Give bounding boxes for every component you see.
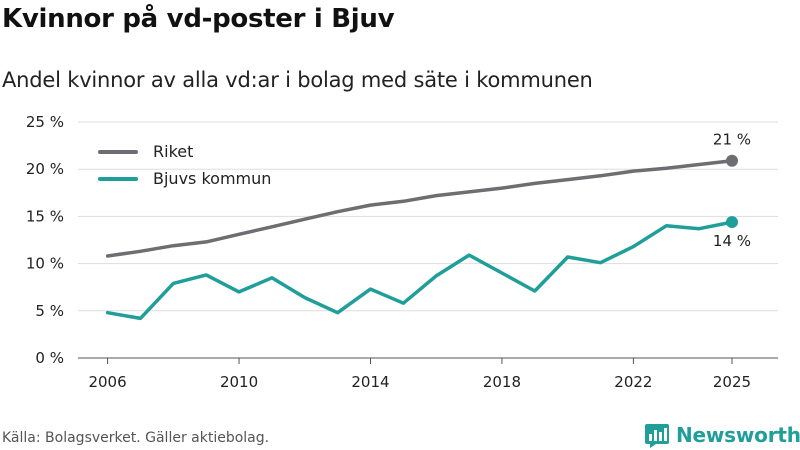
x-tick-label: 2010	[220, 373, 258, 391]
y-tick-label: 15 %	[26, 207, 64, 225]
chart-subtitle: Andel kvinnor av alla vd:ar i bolag med …	[2, 68, 593, 92]
y-tick-label: 20 %	[26, 160, 64, 178]
series-end-point	[725, 154, 738, 167]
line-chart: 0 % 5 % 10 % 15 % 20 % 25 % 2006 2010 2014 2018 20…	[26, 113, 778, 391]
x-tick-label: 2018	[483, 373, 521, 391]
brand-name: Newsworthy	[676, 423, 800, 447]
data-label: 21 %	[713, 131, 751, 149]
y-tick-label: 5 %	[35, 302, 64, 320]
legend-label: Bjuvs kommun	[153, 169, 271, 188]
newsworthy-logo-icon	[645, 424, 669, 448]
x-tick-label: 2014	[351, 373, 389, 391]
x-tick-label: 2006	[88, 373, 126, 391]
y-tick-label: 10 %	[26, 255, 64, 273]
series-end-point	[725, 216, 738, 229]
x-tick-label: 2022	[614, 373, 652, 391]
data-label: 14 %	[713, 232, 751, 250]
chart-title: Kvinnor på vd-poster i Bjuv	[2, 4, 395, 34]
y-tick-label: 25 %	[26, 113, 64, 131]
brand-logo: Newsworthy	[644, 421, 800, 449]
y-tick-label: 0 %	[35, 349, 64, 367]
x-tick-label: 2025	[713, 373, 751, 391]
source-note: Källa: Bolagsverket. Gäller aktiebolag.	[2, 430, 270, 446]
series-line-riket	[105, 158, 734, 258]
legend-label: Riket	[153, 142, 193, 161]
series-line-bjuv	[105, 220, 734, 321]
